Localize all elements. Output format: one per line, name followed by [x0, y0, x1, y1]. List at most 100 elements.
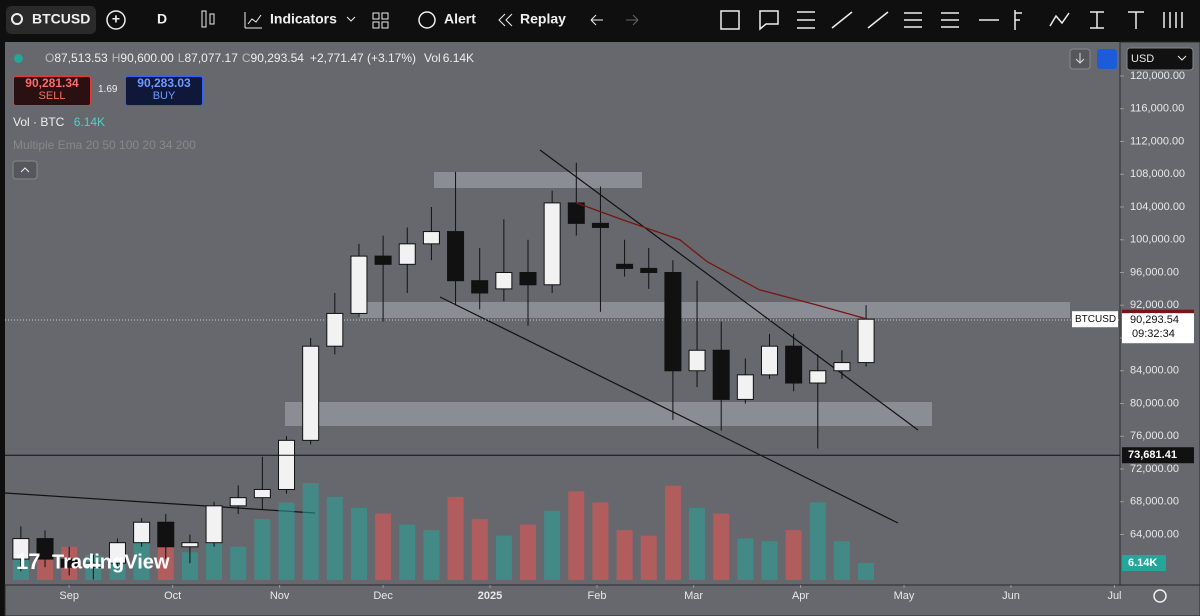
- alert-icon: [418, 11, 436, 29]
- buy-button[interactable]: 90,283.03 BUY: [125, 76, 203, 106]
- y-tick-label: 120,000.00: [1130, 70, 1185, 82]
- compare-plus: +: [112, 11, 120, 27]
- undo[interactable]: [590, 14, 603, 26]
- x-tick-label: Apr: [792, 590, 809, 602]
- volume-tag: [1122, 554, 1166, 571]
- y-tick-label: 116,000.00: [1130, 103, 1184, 115]
- ohlc-key: L: [177, 51, 185, 65]
- x-tick-label: Nov: [270, 590, 290, 602]
- x-tick-label: Jul: [1107, 590, 1121, 602]
- time-axis: [4, 584, 1200, 616]
- volume-bar: [568, 491, 585, 580]
- countdown: 09:32:34: [1132, 328, 1175, 340]
- candle-body: [688, 349, 706, 372]
- last-tag-label: 90,293.54: [1130, 314, 1179, 326]
- volume-bar: [833, 541, 850, 580]
- chart-type-icon[interactable]: [201, 10, 207, 28]
- x-tick-label: Sep: [59, 590, 79, 602]
- ohlc-value: 90,600.00: [120, 51, 174, 65]
- trendlines: [4, 149, 919, 524]
- y-tick-label: 108,000.00: [1130, 168, 1185, 180]
- candle-body: [712, 349, 730, 400]
- x-tick-label: 2025: [478, 590, 502, 602]
- candle-body: [133, 521, 151, 544]
- currency-select[interactable]: [1126, 47, 1194, 71]
- volume-bar: [495, 535, 512, 580]
- volume-bar: [399, 524, 416, 580]
- volume-bar: [157, 543, 174, 580]
- candle-body: [664, 272, 682, 372]
- candle-body: [543, 202, 561, 286]
- candle-body: [253, 488, 271, 499]
- logo-mark: 17: [16, 549, 40, 574]
- hline-tag-label: 73,681.41: [1128, 449, 1177, 461]
- settings[interactable]: [1153, 589, 1167, 603]
- vol-series: Vol · BTC 6.14K: [13, 115, 105, 129]
- symbol[interactable]: BTCUSD: [32, 11, 90, 27]
- alert[interactable]: Alert: [444, 11, 476, 27]
- candle-body: [833, 362, 851, 372]
- sell-price: 90,281.34: [25, 76, 79, 90]
- ohlc-value: 87,513.53: [54, 51, 108, 65]
- y-tick-label: 112,000.00: [1130, 135, 1184, 147]
- candle-body: [616, 263, 634, 269]
- volume-bar: [471, 519, 488, 580]
- candle-body: [519, 272, 537, 286]
- candle-body: [278, 439, 296, 490]
- candle-body: [640, 267, 658, 274]
- volume-bar: [181, 552, 198, 580]
- candle-body: [181, 542, 199, 548]
- candle-body: [591, 222, 609, 228]
- indicators-icon: [244, 12, 262, 29]
- sync-button[interactable]: [1097, 49, 1117, 69]
- volume-bar: [230, 546, 247, 580]
- indicators[interactable]: Indicators: [270, 11, 337, 27]
- volume-bar: [858, 562, 875, 580]
- compare-button[interactable]: [106, 10, 126, 30]
- candle-body: [760, 345, 778, 376]
- volume-bar: [809, 502, 826, 580]
- ohlc-item: C90,293.54: [242, 51, 304, 65]
- candle-body: [84, 562, 102, 568]
- layout-icon[interactable]: [372, 12, 389, 29]
- volume-bar: [423, 530, 440, 580]
- volume-bar: [326, 496, 343, 580]
- candle-body: [374, 255, 392, 265]
- volume-bar: [544, 510, 561, 580]
- dropdown[interactable]: [346, 16, 356, 22]
- volume-bar: [737, 538, 754, 580]
- replay[interactable]: Replay: [520, 11, 566, 27]
- x-tick-label: Mar: [684, 590, 703, 602]
- symbol-search[interactable]: [6, 6, 96, 34]
- candle-body: [857, 318, 875, 364]
- ema-label: Multiple Ema 20 50 100 20 34 200: [13, 138, 196, 152]
- volume-bar: [350, 507, 367, 580]
- volume-bar: [375, 513, 392, 580]
- currency: USD: [1131, 53, 1154, 65]
- collapse-button[interactable]: [12, 160, 38, 180]
- replay-icon: [498, 13, 513, 27]
- volume-bar: [302, 483, 319, 580]
- sell-button[interactable]: 90,281.34 SELL: [13, 76, 91, 106]
- vol-series-value: 6.14K: [73, 115, 106, 129]
- ohlc-value: 87,077.17: [184, 51, 238, 65]
- ohlc: O87,513.53 H90,600.00 L87,077.17 C90,293.54: [45, 51, 304, 65]
- y-tick-label: 92,000.00: [1130, 299, 1179, 311]
- volume-bar: [447, 496, 464, 580]
- y-tick-label: 80,000.00: [1130, 397, 1179, 409]
- arrow: [1075, 53, 1085, 64]
- volume-bar: [206, 538, 223, 580]
- spread: 1.69: [98, 84, 118, 95]
- last-tag: [1122, 313, 1194, 344]
- interval[interactable]: D: [157, 11, 167, 27]
- volume-bar: [592, 502, 609, 580]
- candle-body: [785, 345, 803, 384]
- status-dot: [14, 53, 23, 63]
- redo[interactable]: [626, 14, 639, 26]
- search-icon: [11, 13, 23, 25]
- drawing-tools[interactable]: [720, 10, 1183, 31]
- volume-bar: [133, 541, 150, 580]
- volume-tag-label: 6.14K: [1128, 557, 1157, 569]
- volume-bar: [640, 535, 657, 580]
